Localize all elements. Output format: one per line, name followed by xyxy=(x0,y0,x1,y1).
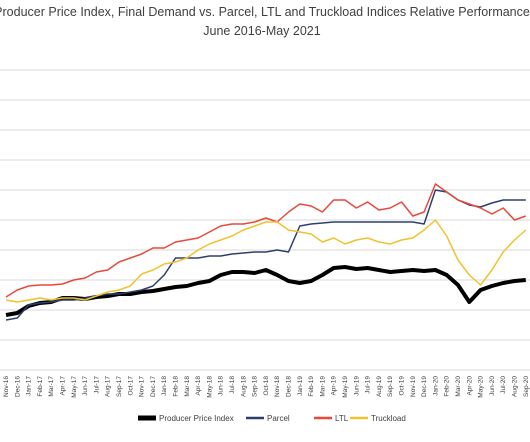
x-tick-label: Feb-20 xyxy=(444,376,451,397)
x-tick-label: Feb-19 xyxy=(308,376,315,397)
x-tick-label: Sep-19 xyxy=(387,376,394,397)
x-tick-label: Sep-17 xyxy=(116,376,123,397)
x-tick-label: Feb-17 xyxy=(37,376,44,397)
x-tick-label: Jan-18 xyxy=(161,376,168,396)
x-tick-label: Dec-18 xyxy=(286,376,293,397)
legend-label: LTL xyxy=(335,414,349,423)
series-line xyxy=(5,265,526,317)
x-tick-label: Mar-20 xyxy=(455,376,462,397)
series-line xyxy=(5,219,527,303)
x-tick-label: Nov-17 xyxy=(139,376,146,397)
x-tick-label: Apr-17 xyxy=(60,376,67,396)
x-tick-label: Aug-20 xyxy=(512,376,519,397)
legend-label: Parcel xyxy=(267,414,290,423)
x-tick-label: Jan-20 xyxy=(432,376,439,396)
x-tick-label: Mar-19 xyxy=(319,376,326,397)
x-tick-label: Sep-20 xyxy=(523,376,530,397)
x-tick-label: Feb-18 xyxy=(173,376,180,397)
x-tick-label: Jul-19 xyxy=(365,376,372,394)
x-tick-label: Jul-18 xyxy=(229,376,236,394)
x-tick-label: May-18 xyxy=(206,376,213,398)
x-tick-label: Jan-19 xyxy=(297,376,304,396)
legend-label: Producer Price Index xyxy=(159,414,234,423)
series-line xyxy=(5,183,527,298)
x-tick-label: Oct-18 xyxy=(263,376,270,396)
x-tick-label: May-17 xyxy=(71,376,78,398)
x-tick-label: Apr-19 xyxy=(331,376,338,396)
chart-title: Producer Price Index, Final Demand vs. P… xyxy=(0,5,530,19)
x-tick-label: Mar-18 xyxy=(184,376,191,397)
x-tick-label: Apr-18 xyxy=(195,376,202,396)
x-tick-label: Jan-17 xyxy=(26,376,33,396)
x-tick-label: Sep-18 xyxy=(252,376,259,397)
x-tick-label: Aug-18 xyxy=(240,376,247,397)
chart-subtitle: June 2016-May 2021 xyxy=(203,24,320,38)
x-tick-label: Jun-18 xyxy=(218,376,225,396)
x-tick-label: Oct-19 xyxy=(399,376,406,396)
x-tick-label: Jul-20 xyxy=(500,376,507,394)
x-tick-label: Nov-19 xyxy=(410,376,417,397)
x-tick-label: May-20 xyxy=(478,376,485,398)
x-tick-label: Dec-16 xyxy=(14,376,21,397)
x-tick-label: Apr-20 xyxy=(466,376,473,396)
x-tick-label: Dec-17 xyxy=(150,376,157,397)
x-tick-label: May-19 xyxy=(342,376,349,398)
x-tick-label: Jul-17 xyxy=(93,376,100,394)
x-tick-label: Jun-19 xyxy=(353,376,360,396)
x-tick-label: Jun-17 xyxy=(82,376,89,396)
x-tick-label: Jun-20 xyxy=(489,376,496,396)
x-tick-label: Dec-19 xyxy=(421,376,428,397)
x-tick-label: Nov-16 xyxy=(3,376,10,397)
legend-label: Truckload xyxy=(371,414,406,423)
x-tick-label: Mar-17 xyxy=(48,376,55,397)
x-tick-label: Oct-17 xyxy=(127,376,134,396)
x-tick-label: Aug-19 xyxy=(376,376,383,397)
x-tick-label: Nov-18 xyxy=(274,376,281,397)
x-tick-label: Aug-17 xyxy=(105,376,112,397)
